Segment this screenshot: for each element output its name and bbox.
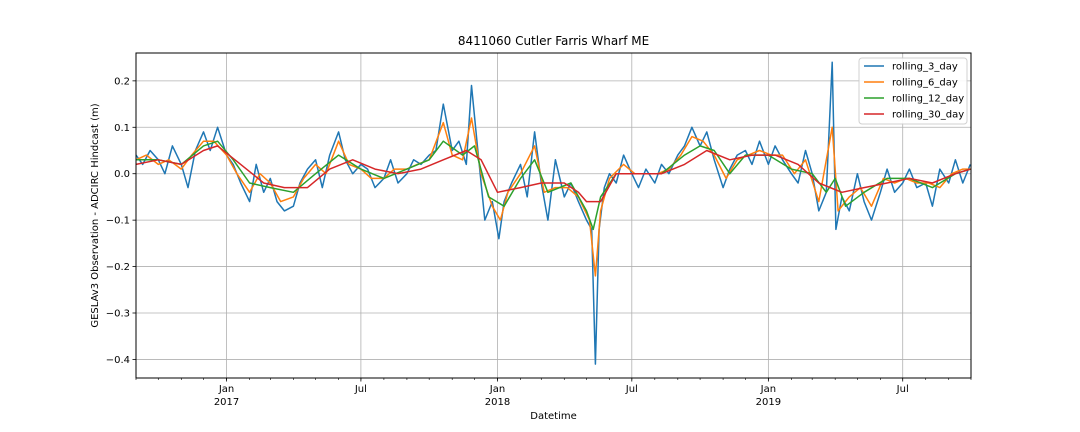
legend-label: rolling_6_day: [892, 78, 958, 89]
x-tick-label: Jan: [760, 384, 776, 395]
x-tick-label: Jul: [896, 384, 909, 395]
y-axis-label: GESLAv3 Observation - ADCIRC Hindcast (m…: [90, 103, 101, 327]
legend: rolling_3_day rolling_6_day rolling_12_day…: [858, 57, 968, 125]
axis-ticks: −0.4 −0.3 −0.2 −0.1 0.0 0.1 0.2 Jan 2017 Jul Jan 20…: [106, 76, 972, 408]
x-tick-label: Jul: [625, 384, 638, 395]
y-tick-label: 0.0: [114, 169, 130, 180]
x-tick-year-label: 2018: [485, 397, 510, 408]
legend-label: rolling_12_day: [892, 94, 964, 105]
series-line-rolling-3-day: [135, 61, 971, 365]
x-axis-label: Datetime: [530, 411, 577, 422]
plot-frame: [135, 52, 972, 379]
chart-title: 8411060 Cutler Farris Wharf ME: [458, 34, 649, 48]
y-tick-label: −0.2: [106, 262, 130, 273]
legend-label: rolling_30_day: [892, 110, 964, 121]
legend-label: rolling_3_day: [892, 62, 958, 73]
x-tick-year-label: 2017: [214, 397, 239, 408]
series-line-rolling-6-day: [135, 117, 971, 277]
y-tick-label: −0.3: [106, 309, 130, 320]
series-lines: [135, 61, 971, 365]
y-tick-label: 0.1: [114, 123, 130, 134]
y-tick-label: −0.1: [106, 216, 130, 227]
x-tick-year-label: 2019: [756, 397, 781, 408]
x-tick-label: Jan: [218, 384, 234, 395]
series-line-rolling-30-day: [135, 145, 971, 203]
legend-box: [858, 57, 968, 125]
y-tick-label: −0.4: [106, 355, 130, 366]
y-tick-label: 0.2: [114, 76, 130, 87]
x-tick-label: Jul: [354, 384, 367, 395]
x-tick-label: Jan: [489, 384, 505, 395]
